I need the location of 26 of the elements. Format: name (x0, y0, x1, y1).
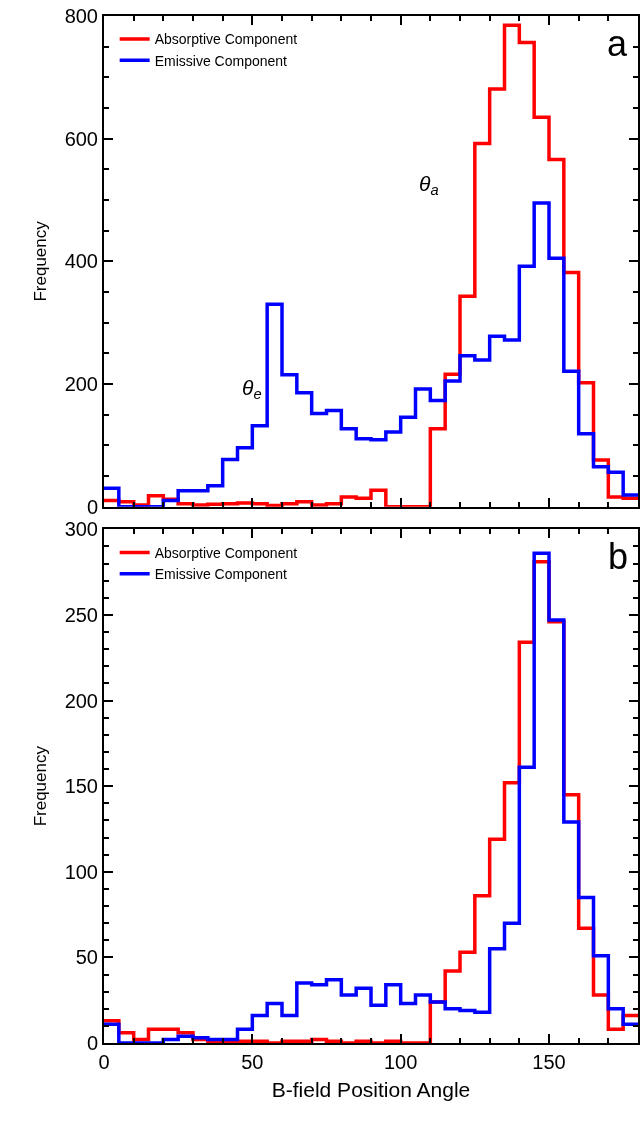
y-tick-label: 250 (64, 603, 98, 626)
y-tick-label: 0 (86, 495, 98, 518)
y-tick-label: 0 (86, 1032, 98, 1054)
x-tick-label: 150 (532, 1051, 566, 1073)
annotation: θ$_{a}$ (419, 172, 439, 199)
annotation: b (608, 536, 629, 577)
y-axis-title: Frequency (30, 220, 50, 302)
annotation: a (607, 23, 628, 64)
legend-label: Absorptive Component (154, 31, 298, 48)
legend-label: Absorptive Component (154, 545, 298, 562)
y-tick-label: 200 (64, 373, 98, 396)
x-tick-label: 100 (383, 1051, 418, 1073)
y-tick-label: 300 (64, 518, 98, 541)
annotation: θ$_{e}$ (242, 376, 262, 403)
legend-label: Emissive Component (154, 52, 288, 69)
y-tick-label: 150 (64, 775, 98, 798)
x-tick-label: 50 (241, 1051, 264, 1073)
y-tick-label: 400 (64, 250, 98, 273)
y-tick-label: 600 (64, 127, 98, 150)
y-axis-title: Frequency (30, 745, 50, 827)
y-tick-label: 100 (64, 860, 98, 883)
legend-label: Emissive Component (154, 566, 288, 583)
x-axis-title: B-field Position Angle (271, 1077, 471, 1101)
y-tick-label: 50 (75, 946, 98, 969)
y-tick-label: 200 (64, 689, 98, 712)
y-tick-label: 800 (64, 5, 98, 27)
